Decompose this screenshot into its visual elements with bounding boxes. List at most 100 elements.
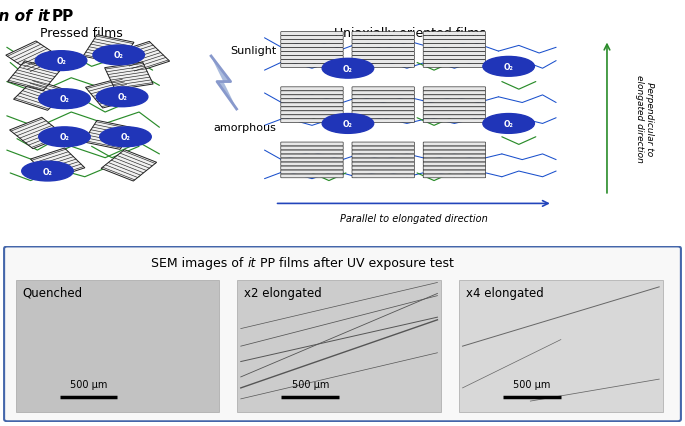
Text: x2 elongated: x2 elongated	[244, 286, 322, 299]
FancyBboxPatch shape	[423, 44, 486, 48]
FancyBboxPatch shape	[281, 95, 343, 99]
Ellipse shape	[22, 162, 73, 181]
Text: Parallel to elongated direction: Parallel to elongated direction	[340, 213, 488, 223]
Text: O₂: O₂	[114, 51, 124, 60]
FancyBboxPatch shape	[281, 100, 343, 104]
Polygon shape	[83, 121, 134, 150]
FancyBboxPatch shape	[281, 108, 343, 111]
FancyBboxPatch shape	[281, 60, 343, 64]
Polygon shape	[86, 79, 138, 109]
FancyBboxPatch shape	[352, 44, 414, 48]
Text: SEM images of: SEM images of	[151, 256, 247, 269]
Polygon shape	[83, 36, 134, 65]
Polygon shape	[105, 63, 153, 91]
FancyBboxPatch shape	[423, 155, 486, 158]
FancyBboxPatch shape	[423, 60, 486, 64]
FancyBboxPatch shape	[352, 49, 414, 52]
FancyBboxPatch shape	[352, 40, 414, 44]
FancyBboxPatch shape	[423, 167, 486, 170]
FancyBboxPatch shape	[281, 37, 343, 40]
Text: Uniaxially oriented films: Uniaxially oriented films	[334, 27, 486, 40]
FancyBboxPatch shape	[352, 88, 414, 92]
Text: O₂: O₂	[503, 63, 514, 72]
FancyBboxPatch shape	[423, 92, 486, 95]
FancyBboxPatch shape	[352, 92, 414, 95]
FancyBboxPatch shape	[352, 64, 414, 68]
FancyBboxPatch shape	[281, 163, 343, 167]
FancyBboxPatch shape	[281, 151, 343, 155]
Ellipse shape	[93, 46, 145, 66]
FancyBboxPatch shape	[281, 112, 343, 115]
Text: O₂: O₂	[503, 120, 514, 129]
Text: PP films after UV exposure test: PP films after UV exposure test	[260, 256, 453, 269]
Ellipse shape	[97, 88, 148, 107]
FancyBboxPatch shape	[423, 108, 486, 111]
FancyBboxPatch shape	[352, 151, 414, 155]
FancyBboxPatch shape	[281, 120, 343, 123]
Text: Pressed films: Pressed films	[40, 27, 123, 40]
FancyBboxPatch shape	[423, 49, 486, 52]
FancyBboxPatch shape	[423, 32, 486, 36]
FancyBboxPatch shape	[352, 155, 414, 158]
FancyBboxPatch shape	[352, 104, 414, 107]
FancyBboxPatch shape	[352, 108, 414, 111]
Text: O₂: O₂	[121, 133, 130, 142]
FancyBboxPatch shape	[423, 175, 486, 178]
FancyBboxPatch shape	[423, 40, 486, 44]
FancyBboxPatch shape	[352, 57, 414, 60]
FancyBboxPatch shape	[281, 171, 343, 174]
Bar	[16, 281, 219, 412]
Polygon shape	[30, 149, 85, 179]
Ellipse shape	[38, 89, 90, 109]
FancyBboxPatch shape	[423, 64, 486, 68]
FancyBboxPatch shape	[423, 151, 486, 155]
Polygon shape	[101, 150, 157, 181]
FancyBboxPatch shape	[352, 115, 414, 119]
FancyBboxPatch shape	[352, 60, 414, 64]
FancyBboxPatch shape	[281, 49, 343, 52]
FancyBboxPatch shape	[423, 143, 486, 147]
Polygon shape	[14, 80, 68, 111]
Text: Perpendicular to
elongated direction: Perpendicular to elongated direction	[634, 75, 654, 162]
FancyBboxPatch shape	[423, 115, 486, 119]
Text: Quenched: Quenched	[23, 286, 82, 299]
Polygon shape	[5, 42, 62, 73]
Text: Sunlight: Sunlight	[231, 46, 277, 56]
FancyBboxPatch shape	[352, 52, 414, 56]
FancyBboxPatch shape	[423, 88, 486, 92]
FancyBboxPatch shape	[281, 115, 343, 119]
FancyBboxPatch shape	[281, 147, 343, 150]
Polygon shape	[115, 42, 170, 73]
FancyBboxPatch shape	[423, 37, 486, 40]
FancyBboxPatch shape	[352, 167, 414, 170]
Text: x4 elongated: x4 elongated	[466, 286, 544, 299]
Ellipse shape	[38, 127, 90, 147]
Text: O₂: O₂	[56, 57, 66, 66]
Text: 500 μm: 500 μm	[70, 379, 108, 389]
FancyBboxPatch shape	[281, 44, 343, 48]
FancyBboxPatch shape	[352, 100, 414, 104]
Text: O₂: O₂	[42, 167, 53, 176]
FancyBboxPatch shape	[352, 175, 414, 178]
Text: O₂: O₂	[60, 95, 69, 104]
Text: 500 μm: 500 μm	[513, 379, 551, 389]
FancyBboxPatch shape	[352, 171, 414, 174]
Polygon shape	[8, 62, 60, 92]
FancyBboxPatch shape	[423, 163, 486, 167]
FancyBboxPatch shape	[281, 64, 343, 68]
FancyBboxPatch shape	[281, 155, 343, 158]
FancyBboxPatch shape	[423, 57, 486, 60]
FancyBboxPatch shape	[352, 32, 414, 36]
Ellipse shape	[36, 52, 87, 71]
FancyBboxPatch shape	[352, 95, 414, 99]
FancyBboxPatch shape	[281, 88, 343, 92]
FancyBboxPatch shape	[281, 104, 343, 107]
FancyBboxPatch shape	[423, 52, 486, 56]
FancyBboxPatch shape	[423, 120, 486, 123]
FancyBboxPatch shape	[281, 167, 343, 170]
Text: O₂: O₂	[60, 133, 69, 142]
FancyBboxPatch shape	[352, 163, 414, 167]
FancyBboxPatch shape	[352, 158, 414, 162]
Ellipse shape	[483, 114, 534, 134]
Text: O₂: O₂	[343, 120, 353, 129]
